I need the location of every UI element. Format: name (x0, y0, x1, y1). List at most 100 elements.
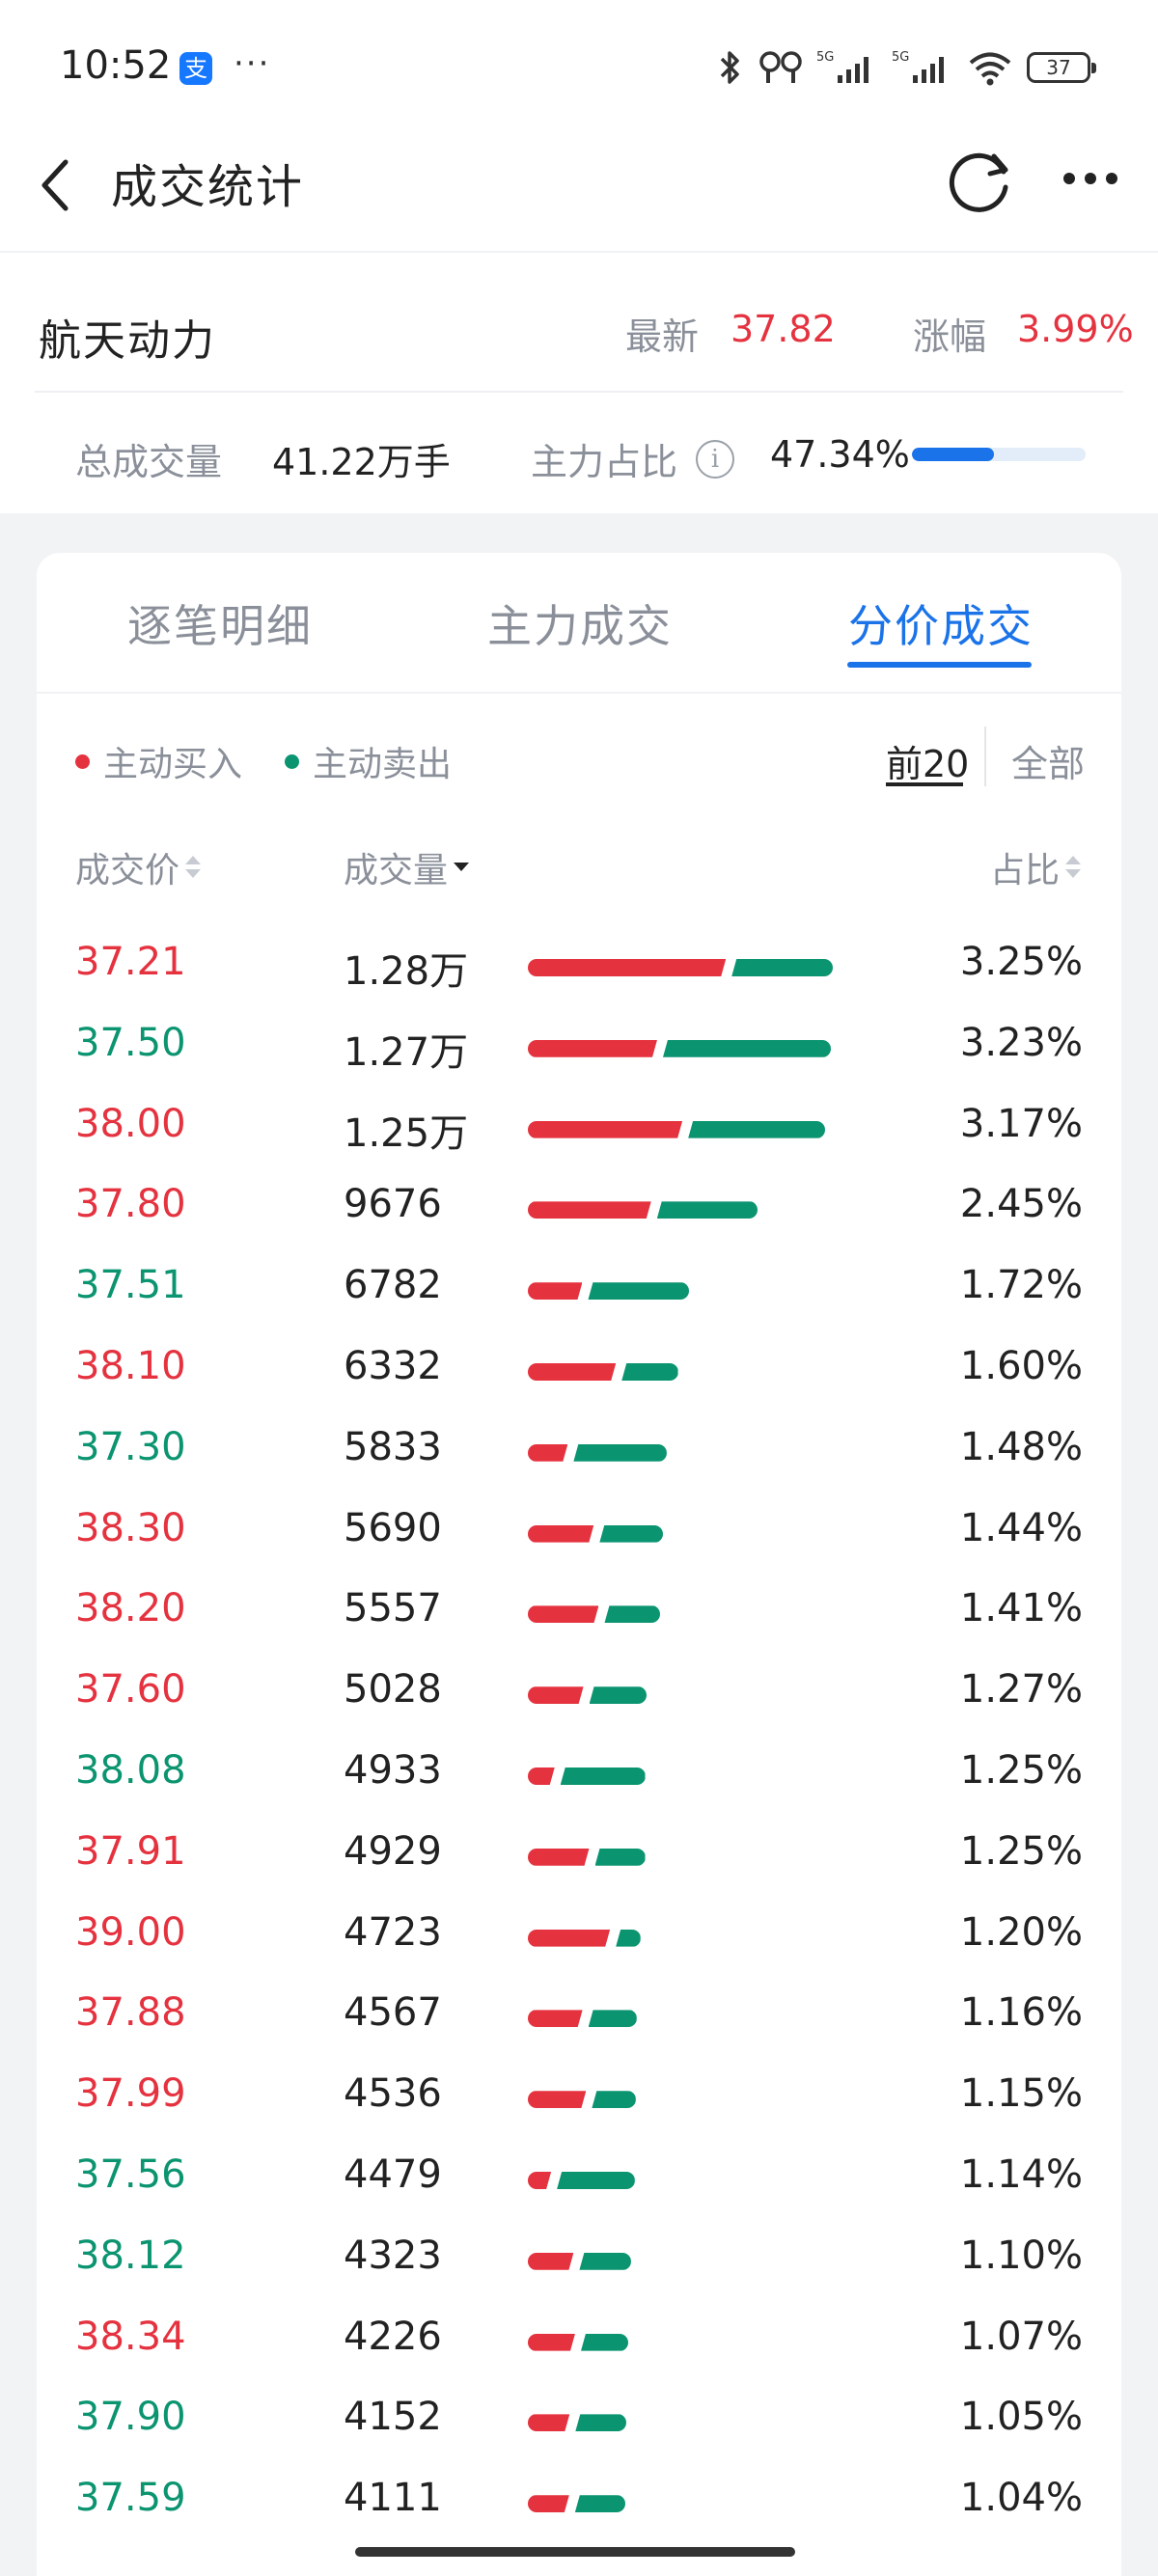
row-ratio: 1.14% (959, 2152, 1083, 2197)
sell-bar (592, 2091, 636, 2109)
status-icons: 5G 5G 37 (716, 46, 1096, 89)
table-row[interactable]: 37.91 4929 1.25% (37, 1816, 1121, 1897)
buy-bar (528, 1040, 657, 1057)
row-ratio: 1.27% (959, 1667, 1083, 1713)
buy-bar (528, 2414, 569, 2431)
latest-price-value: 37.82 (731, 308, 836, 350)
row-price: 38.12 (75, 2233, 186, 2278)
sort-icon (1065, 855, 1082, 880)
filter-all[interactable]: 全部 (1011, 743, 1086, 785)
table-row[interactable]: 37.99 4536 1.15% (37, 2058, 1121, 2139)
buy-bar (528, 2253, 573, 2270)
table-row[interactable]: 38.30 5690 1.44% (37, 1493, 1121, 1574)
column-ratio-label: 占比 (990, 851, 1061, 891)
sell-bar (663, 1039, 832, 1057)
refresh-icon[interactable] (942, 143, 1019, 220)
row-price: 38.34 (75, 2314, 186, 2359)
table-row[interactable]: 37.30 5833 1.48% (37, 1411, 1121, 1493)
row-price: 37.21 (75, 940, 186, 984)
table-row[interactable]: 38.10 6332 1.60% (37, 1330, 1121, 1411)
table-row[interactable]: 38.20 5557 1.41% (37, 1573, 1121, 1654)
row-price: 38.00 (75, 1101, 186, 1146)
sell-bar (575, 2414, 627, 2432)
row-ratio: 3.23% (959, 1020, 1083, 1065)
column-price-label: 成交价 (75, 851, 180, 891)
table-row[interactable]: 37.60 5028 1.27% (37, 1654, 1121, 1735)
tab-tick-detail[interactable]: 逐笔明细 (127, 600, 313, 652)
table-row[interactable]: 37.59 4111 1.04% (37, 2462, 1121, 2543)
main-ratio-label: 主力占比 (531, 441, 678, 483)
sell-bar (560, 1768, 646, 1785)
table-row[interactable]: 39.00 4723 1.20% (37, 1897, 1121, 1978)
tab-main-trades[interactable]: 主力成交 (487, 600, 673, 652)
row-volume: 4226 (344, 2314, 442, 2359)
buy-bar (528, 2334, 575, 2351)
buy-bar (528, 959, 726, 976)
table-row[interactable]: 38.08 4933 1.25% (37, 1735, 1121, 1816)
column-volume-header[interactable]: 成交量 (344, 842, 470, 892)
table-row[interactable]: 38.00 1.25万 3.17% (37, 1088, 1121, 1169)
wifi-icon (969, 52, 1011, 86)
row-volume: 4536 (344, 2071, 442, 2117)
buy-bar (528, 1605, 598, 1623)
main-ratio-value: 47.34% (770, 433, 910, 476)
table-row[interactable]: 38.12 4323 1.10% (37, 2220, 1121, 2301)
sell-bar (656, 1201, 758, 1219)
sort-icon (185, 855, 202, 880)
row-price: 38.30 (75, 1505, 186, 1550)
row-ratio: 1.48% (959, 1424, 1083, 1469)
sell-bar (594, 1848, 646, 1866)
sell-bar (731, 959, 833, 976)
more-notifications-icon: ··· (234, 44, 271, 83)
row-volume: 1.27万 (344, 1029, 469, 1075)
table-row[interactable]: 37.56 4479 1.14% (37, 2139, 1121, 2220)
back-arrow-icon[interactable] (37, 156, 75, 214)
row-price: 37.50 (75, 1020, 186, 1065)
row-ratio: 1.25% (959, 1828, 1083, 1874)
column-ratio-header[interactable]: 占比 (990, 842, 1082, 892)
row-volume: 4723 (344, 1909, 442, 1955)
row-volume: 5557 (344, 1586, 442, 1631)
row-ratio: 1.25% (959, 1748, 1083, 1793)
filter-top20[interactable]: 前20 (886, 743, 970, 785)
row-price: 37.60 (75, 1667, 186, 1713)
buy-bar (528, 2091, 586, 2108)
status-bar: 10:52 支 ··· 5G 5G 37 (0, 0, 1158, 135)
row-volume: 5028 (344, 1667, 442, 1713)
table-row[interactable]: 37.21 1.28万 3.25% (37, 926, 1121, 1007)
row-volume: 4933 (344, 1748, 442, 1793)
more-options-icon[interactable] (1062, 164, 1119, 193)
table-row[interactable]: 38.34 4226 1.07% (37, 2301, 1121, 2382)
change-label: 涨幅 (913, 315, 987, 358)
column-price-header[interactable]: 成交价 (75, 842, 202, 892)
battery-icon: 37 (1027, 52, 1096, 83)
row-ratio: 1.16% (959, 1990, 1083, 2036)
buy-bar (528, 1444, 567, 1462)
buy-bar (528, 1768, 555, 1785)
info-icon[interactable]: i (696, 440, 734, 479)
table-row[interactable]: 37.88 4567 1.16% (37, 1977, 1121, 2058)
sell-bar (574, 2495, 626, 2513)
sell-bar (573, 1443, 667, 1462)
row-volume: 6782 (344, 1263, 442, 1308)
row-price: 38.10 (75, 1344, 186, 1388)
table-row[interactable]: 37.51 6782 1.72% (37, 1249, 1121, 1330)
table-row[interactable]: 37.80 9676 2.45% (37, 1168, 1121, 1249)
row-price: 37.56 (75, 2152, 186, 2197)
row-price: 37.99 (75, 2071, 186, 2117)
home-indicator[interactable] (355, 2547, 795, 2557)
table-row[interactable]: 37.90 4152 1.05% (37, 2381, 1121, 2462)
divider (37, 692, 1121, 694)
buy-bar (528, 1201, 651, 1219)
svg-text:5G: 5G (816, 50, 834, 65)
row-ratio: 1.60% (959, 1344, 1083, 1388)
sell-bar (581, 2333, 629, 2351)
total-volume-label: 总成交量 (75, 441, 223, 483)
buy-bar (528, 1525, 593, 1543)
tab-price-distribution[interactable]: 分价成交 (848, 600, 1034, 652)
sell-dot-icon (285, 754, 300, 769)
status-time: 10:52 (60, 43, 172, 88)
main-ratio-bar (912, 448, 1086, 461)
row-volume: 1.25万 (344, 1110, 469, 1156)
table-row[interactable]: 37.50 1.27万 3.23% (37, 1007, 1121, 1088)
